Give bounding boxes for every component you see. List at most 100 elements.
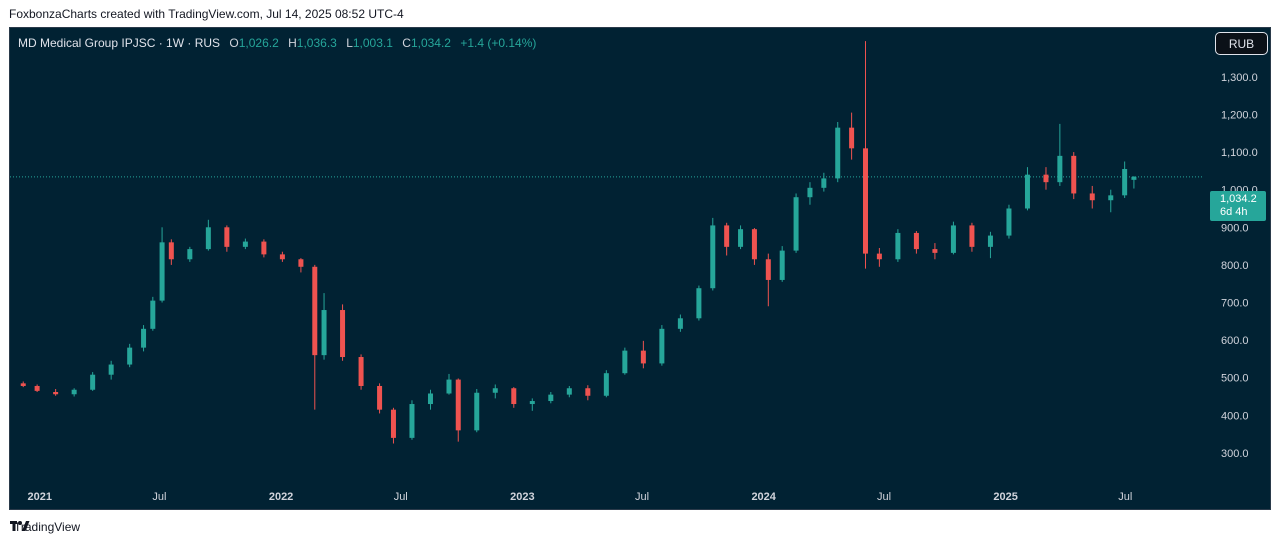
low-value: 1,003.1 xyxy=(352,36,393,50)
candle[interactable] xyxy=(659,325,665,366)
candle[interactable] xyxy=(1108,189,1114,213)
candle-body xyxy=(455,379,461,431)
candle[interactable] xyxy=(849,112,855,160)
candle[interactable] xyxy=(793,193,799,253)
candle-body xyxy=(108,364,114,375)
candle[interactable] xyxy=(821,172,827,192)
candle[interactable] xyxy=(1122,161,1128,198)
candle-body xyxy=(779,250,785,280)
candle[interactable] xyxy=(71,388,77,397)
candle[interactable] xyxy=(492,384,498,399)
candle[interactable] xyxy=(34,384,40,392)
candle[interactable] xyxy=(724,222,730,256)
x-tick-label: 2022 xyxy=(269,491,293,503)
candle[interactable] xyxy=(640,340,646,369)
candle-body xyxy=(511,388,517,405)
chart-area[interactable]: 300.0400.0500.0600.0700.0800.0900.01,000… xyxy=(9,27,1271,510)
candle[interactable] xyxy=(529,398,535,411)
candlestick-chart[interactable]: 300.0400.0500.0600.0700.0800.0900.01,000… xyxy=(10,28,1271,510)
candle-body xyxy=(821,178,827,188)
candle[interactable] xyxy=(511,387,517,408)
y-tick-label: 800.0 xyxy=(1221,260,1249,272)
candle-body xyxy=(150,300,156,329)
candle[interactable] xyxy=(168,239,174,265)
candle-body xyxy=(261,241,267,255)
candle[interactable] xyxy=(585,385,591,401)
candle[interactable] xyxy=(913,231,919,254)
close-label: C xyxy=(402,36,411,50)
candle-body xyxy=(1006,208,1012,236)
candle-body xyxy=(53,392,59,395)
candle[interactable] xyxy=(738,225,744,250)
candle[interactable] xyxy=(950,221,956,255)
candle[interactable] xyxy=(987,231,993,259)
candle[interactable] xyxy=(807,182,813,205)
candle[interactable] xyxy=(1024,167,1030,211)
candle[interactable] xyxy=(90,372,96,391)
candle[interactable] xyxy=(1057,123,1063,186)
candle[interactable] xyxy=(1131,176,1137,189)
candle[interactable] xyxy=(895,229,901,262)
candle[interactable] xyxy=(1043,167,1049,190)
candle[interactable] xyxy=(876,247,882,267)
candle-body xyxy=(677,318,683,329)
candle[interactable] xyxy=(677,314,683,332)
candle[interactable] xyxy=(409,400,415,440)
candle-body xyxy=(987,235,993,247)
candle-body xyxy=(566,388,572,395)
candle[interactable] xyxy=(1071,152,1077,200)
candle[interactable] xyxy=(455,378,461,442)
candle[interactable] xyxy=(548,392,554,404)
candle[interactable] xyxy=(427,389,433,410)
candle[interactable] xyxy=(1006,204,1012,239)
candle[interactable] xyxy=(53,388,59,396)
candle[interactable] xyxy=(150,296,156,331)
candle[interactable] xyxy=(622,347,628,375)
candle[interactable] xyxy=(603,370,609,398)
candle-body xyxy=(390,409,396,438)
candle[interactable] xyxy=(377,383,383,414)
candle[interactable] xyxy=(566,385,572,398)
candle[interactable] xyxy=(279,251,285,262)
candle[interactable] xyxy=(932,243,938,260)
candle[interactable] xyxy=(390,407,396,444)
candle[interactable] xyxy=(321,293,327,360)
candle[interactable] xyxy=(224,225,230,252)
candle[interactable] xyxy=(205,219,211,251)
candle[interactable] xyxy=(187,246,193,262)
candle[interactable] xyxy=(358,354,364,390)
candle[interactable] xyxy=(446,373,452,395)
candle[interactable] xyxy=(765,253,771,307)
currency-button[interactable]: RUB xyxy=(1215,32,1268,55)
footer-brand[interactable]: TradingView xyxy=(10,520,80,534)
candle[interactable] xyxy=(751,228,757,265)
candle[interactable] xyxy=(298,258,304,273)
candle[interactable] xyxy=(710,217,716,291)
candle[interactable] xyxy=(242,238,248,250)
candle[interactable] xyxy=(20,381,26,388)
candle-body xyxy=(1071,155,1077,194)
y-tick-label: 1,100.0 xyxy=(1221,147,1258,159)
candle-body xyxy=(224,227,230,247)
x-tick-label: Jul xyxy=(152,491,166,503)
candle[interactable] xyxy=(696,285,702,321)
candle[interactable] xyxy=(969,222,975,252)
candle[interactable] xyxy=(835,122,841,183)
candle[interactable] xyxy=(474,388,480,433)
candle-body xyxy=(950,225,956,253)
candle[interactable] xyxy=(261,239,267,258)
candle[interactable] xyxy=(779,246,785,282)
candle[interactable] xyxy=(312,264,318,410)
candle-body xyxy=(321,310,327,356)
x-tick-label: Jul xyxy=(877,491,891,503)
candle[interactable] xyxy=(340,304,346,361)
candle[interactable] xyxy=(1089,185,1095,209)
candle[interactable] xyxy=(159,227,165,303)
last-price-value: 1,034.2 xyxy=(1220,193,1257,205)
candle-body xyxy=(1122,169,1128,196)
candle[interactable] xyxy=(127,343,133,368)
candle[interactable] xyxy=(141,325,147,352)
candle[interactable] xyxy=(108,360,114,380)
candle[interactable] xyxy=(862,41,868,269)
candle-body xyxy=(932,249,938,253)
